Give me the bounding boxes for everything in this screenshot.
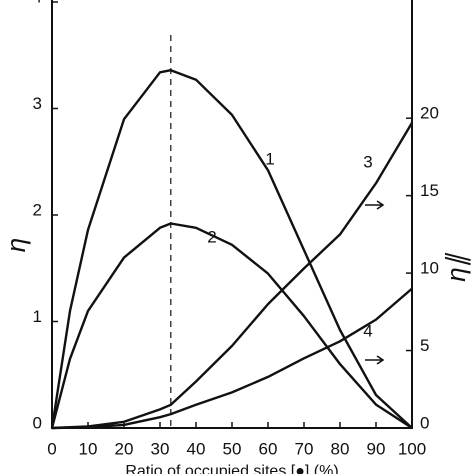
y-tick-label: 1 bbox=[33, 307, 42, 326]
series-label: 4 bbox=[363, 321, 372, 340]
y2-tick-label: 0 bbox=[420, 413, 429, 432]
series-line bbox=[51, 287, 413, 430]
series-label: 3 bbox=[363, 152, 372, 171]
x-tick-label: 20 bbox=[115, 439, 134, 458]
x-tick-label: 60 bbox=[259, 439, 278, 458]
x-tick-label: 90 bbox=[367, 439, 386, 458]
y2-tick-label: 5 bbox=[420, 336, 429, 355]
y2-tick-label: 20 bbox=[420, 104, 439, 123]
x-tick-label: 10 bbox=[79, 439, 98, 458]
y-axis-label: η bbox=[1, 238, 31, 252]
x-tick-label: 50 bbox=[223, 439, 242, 458]
y-tick-label: 3 bbox=[33, 94, 42, 113]
x-tick-label: 40 bbox=[187, 439, 206, 458]
x-tick-label: 70 bbox=[295, 439, 314, 458]
y2-axis-label: η∥ bbox=[441, 252, 471, 281]
series-line bbox=[50, 69, 413, 429]
series-label: 1 bbox=[265, 149, 274, 168]
y-tick-label: 0 bbox=[33, 413, 42, 432]
y-tick-label: 4 bbox=[33, 0, 42, 6]
y2-tick-label: 15 bbox=[420, 181, 439, 200]
series-line bbox=[51, 122, 414, 430]
x-tick-label: 0 bbox=[47, 439, 56, 458]
x-tick-label: 80 bbox=[331, 439, 350, 458]
y2-tick-label: 10 bbox=[420, 259, 439, 278]
series-line bbox=[50, 222, 413, 430]
x-tick-label: 100 bbox=[398, 439, 426, 458]
arrow bbox=[365, 355, 385, 365]
y-tick-label: 2 bbox=[33, 200, 42, 219]
series-label: 2 bbox=[207, 227, 216, 246]
x-tick-label: 30 bbox=[151, 439, 170, 458]
arrow bbox=[365, 200, 385, 210]
x-axis-label: Ratio of occupied sites [●] (%) bbox=[125, 463, 338, 474]
